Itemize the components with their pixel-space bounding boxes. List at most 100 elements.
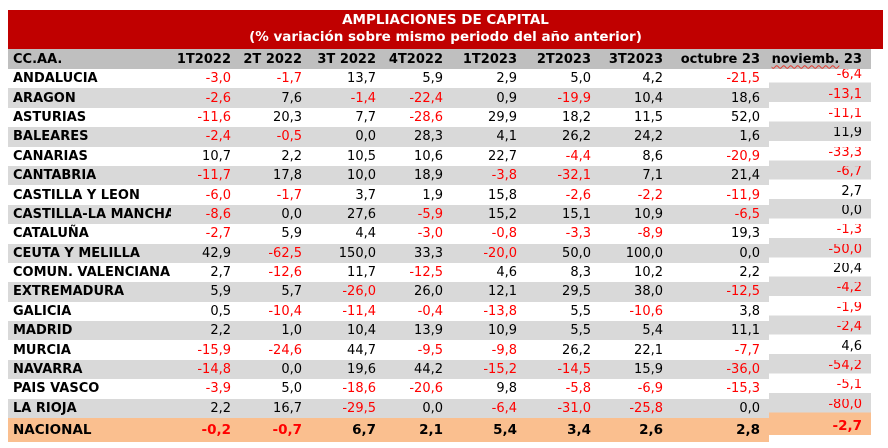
value-text: -6,7 xyxy=(836,165,862,180)
value-cell: -6,4 xyxy=(769,69,871,89)
value-cell: 5,5 xyxy=(526,301,600,322)
value-cell: -9,8 xyxy=(452,340,526,360)
value-cell: -11,9 xyxy=(672,185,769,205)
column-header: 2T2023 xyxy=(526,49,600,69)
value-cell: 10,0 xyxy=(311,165,385,186)
table-body: ANDALUCIA -3,0 -1,7 13,7 5,9 2,9 5,0 4,2 -21,5 -6… xyxy=(8,69,871,443)
value-cell: 4,6 xyxy=(769,340,871,360)
value-cell: 3,7 xyxy=(311,185,385,205)
value-cell: 19,3 xyxy=(672,224,769,244)
value-cell: 0,0 xyxy=(672,243,769,263)
header-row: CC.AA. 1T2022 2T 2022 3T 2022 4T2022 1T2023 2T… xyxy=(8,49,871,69)
value-cell: -4,2 xyxy=(769,282,871,302)
value-cell: 24,2 xyxy=(600,127,672,147)
value-cell: 0,0 xyxy=(769,204,871,225)
region-name-cell: CASTILLA-LA MANCHA xyxy=(8,204,171,225)
value-cell: -25,8 xyxy=(600,398,672,419)
table-row: ARAGON -2,6 7,6 -1,4 -22,4 0,9 -19,9 10,4 18,6 -1… xyxy=(8,88,871,108)
value-cell: -20,9 xyxy=(672,146,769,166)
value-cell: -36,0 xyxy=(672,359,769,380)
table-row: GALICIA 0,5 -10,4 -11,4 -0,4 -13,8 5,5 -10,6 3,8… xyxy=(8,301,871,322)
value-cell: -2,7 xyxy=(769,418,871,443)
value-cell: 3,4 xyxy=(526,418,600,443)
value-text: -13,1 xyxy=(828,88,862,102)
value-cell: -0,7 xyxy=(240,418,311,443)
value-cell: 3,8 xyxy=(672,301,769,322)
value-cell: 10,4 xyxy=(600,88,672,108)
value-cell: -13,8 xyxy=(452,301,526,322)
value-cell: 1,9 xyxy=(385,185,452,205)
value-cell: -6,5 xyxy=(672,204,769,225)
value-cell: 6,7 xyxy=(311,418,385,443)
table-row: PAIS VASCO -3,9 5,0 -18,6 -20,6 9,8 -5,8 -6,9 -1… xyxy=(8,379,871,399)
value-cell: 5,4 xyxy=(452,418,526,443)
value-cell: -14,8 xyxy=(171,359,240,380)
value-cell: 2,1 xyxy=(385,418,452,443)
value-cell: -29,5 xyxy=(311,398,385,419)
region-name-cell: COMUN. VALENCIANA xyxy=(8,262,171,283)
value-cell: -50,0 xyxy=(769,243,871,263)
value-cell: -6,7 xyxy=(769,165,871,186)
value-cell: 0,5 xyxy=(171,301,240,322)
value-cell: -0,5 xyxy=(240,127,311,147)
value-cell: 33,3 xyxy=(385,243,452,263)
value-cell: -11,4 xyxy=(311,301,385,322)
region-name-cell: CEUTA Y MELILLA xyxy=(8,243,171,263)
value-cell: 5,7 xyxy=(240,282,311,302)
value-cell: -1,3 xyxy=(769,224,871,244)
value-cell: 22,7 xyxy=(452,146,526,166)
value-cell: -2,2 xyxy=(600,185,672,205)
value-cell: 0,9 xyxy=(452,88,526,108)
value-cell: 11,7 xyxy=(311,262,385,283)
region-name-cell: CASTILLA Y LEON xyxy=(8,185,171,205)
value-text: 11,9 xyxy=(833,127,862,141)
value-cell: -12,5 xyxy=(385,262,452,283)
value-cell: 44,7 xyxy=(311,340,385,360)
value-cell: -10,4 xyxy=(240,301,311,322)
value-text: -4,2 xyxy=(836,282,862,296)
value-text: -11,1 xyxy=(828,107,862,121)
value-cell: 2,2 xyxy=(672,262,769,283)
value-cell: 18,2 xyxy=(526,107,600,128)
region-name-cell: LA RIOJA xyxy=(8,398,171,419)
value-cell: 2,2 xyxy=(240,146,311,166)
value-cell: -1,4 xyxy=(311,88,385,108)
value-cell: -3,3 xyxy=(526,224,600,244)
table-row: NAVARRA -14,8 0,0 19,6 44,2 -15,2 -14,5 15,9 -36… xyxy=(8,359,871,380)
value-text: 4,6 xyxy=(841,340,862,354)
region-name-cell: MADRID xyxy=(8,321,171,341)
value-cell: -15,2 xyxy=(452,359,526,380)
value-cell: -8,6 xyxy=(171,204,240,225)
value-cell: -19,9 xyxy=(526,88,600,108)
value-cell: -20,0 xyxy=(452,243,526,263)
value-cell: -5,8 xyxy=(526,379,600,399)
value-cell: 42,9 xyxy=(171,243,240,263)
value-cell: 44,2 xyxy=(385,359,452,380)
table-row: EXTREMADURA 5,9 5,7 -26,0 26,0 12,1 29,5 38,0 -1… xyxy=(8,282,871,302)
value-cell: -15,9 xyxy=(171,340,240,360)
value-cell: 10,6 xyxy=(385,146,452,166)
value-cell: -1,7 xyxy=(240,69,311,89)
value-cell: -0,4 xyxy=(385,301,452,322)
value-cell: 1,0 xyxy=(240,321,311,341)
value-cell: 7,7 xyxy=(311,107,385,128)
table-row: MADRID 2,2 1,0 10,4 13,9 10,9 5,5 5,4 11,1 -2,4 xyxy=(8,321,871,341)
value-cell: 10,7 xyxy=(171,146,240,166)
value-cell: 17,8 xyxy=(240,165,311,186)
value-cell: -0,2 xyxy=(171,418,240,443)
value-cell: 13,9 xyxy=(385,321,452,341)
value-cell: 0,0 xyxy=(672,398,769,419)
value-cell: -20,6 xyxy=(385,379,452,399)
column-header: noviemb. 23 xyxy=(769,49,871,69)
value-cell: -2,6 xyxy=(171,88,240,108)
table-row: LA RIOJA 2,2 16,7 -29,5 0,0 -6,4 -31,0 -25,8 0,0… xyxy=(8,398,871,419)
value-cell: -12,6 xyxy=(240,262,311,283)
value-cell: -14,5 xyxy=(526,359,600,380)
value-cell: -13,1 xyxy=(769,88,871,108)
value-cell: 4,4 xyxy=(311,224,385,244)
table-subtitle: (% variación sobre mismo periodo del año… xyxy=(249,29,642,45)
value-cell: 13,7 xyxy=(311,69,385,89)
value-cell: 29,9 xyxy=(452,107,526,128)
value-text: -2,7 xyxy=(832,418,862,435)
